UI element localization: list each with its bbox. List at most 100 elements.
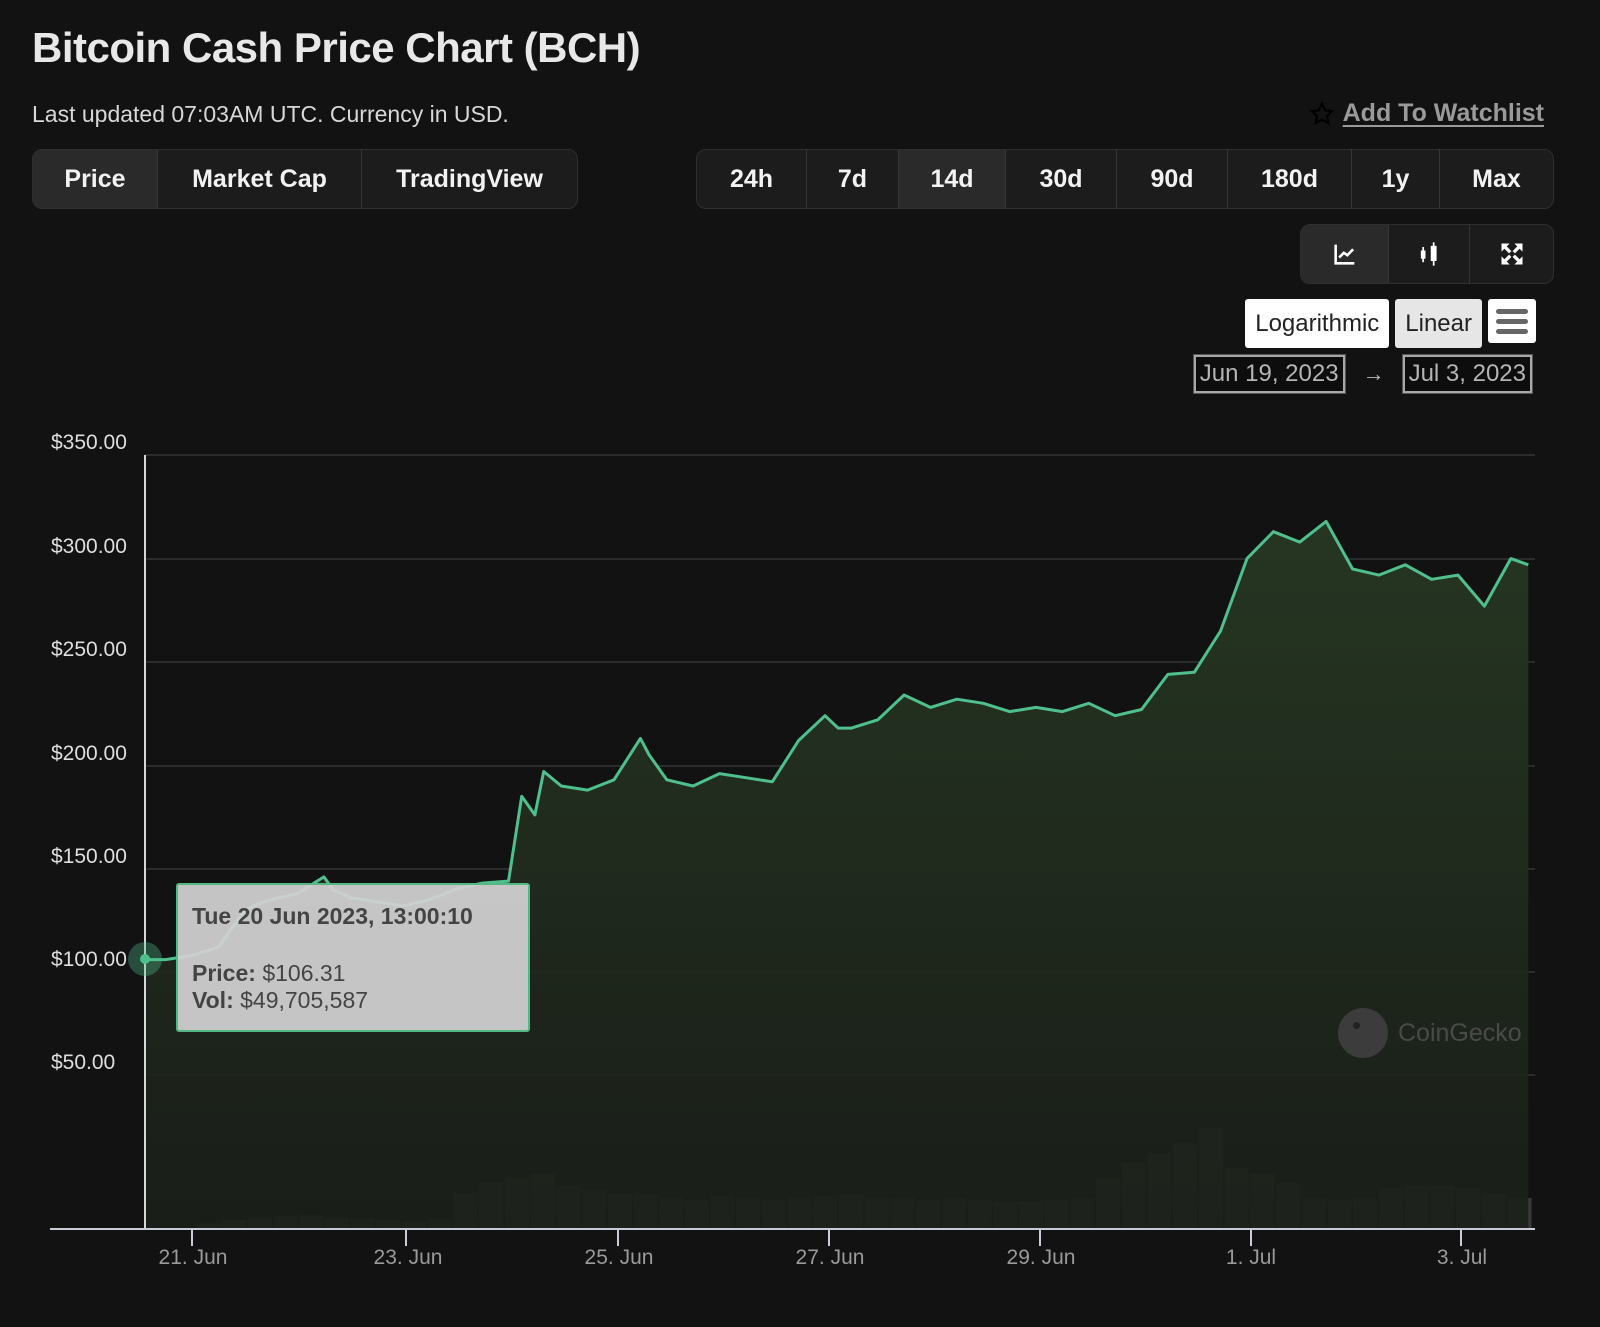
- linear-button[interactable]: Linear: [1395, 299, 1482, 348]
- volume-bar: [1455, 1188, 1481, 1228]
- tooltip-volume-row: Vol: $49,705,587: [192, 987, 514, 1014]
- hover-point: [140, 954, 150, 964]
- volume-bar: [1404, 1186, 1429, 1228]
- view-mode-buttons: [1300, 224, 1554, 284]
- y-tick-label: $100.00: [51, 948, 127, 971]
- volume-bar: [1198, 1128, 1224, 1228]
- price-area-fill: [145, 521, 1529, 1229]
- x-tick-label: 21. Jun: [158, 1246, 228, 1269]
- volume-bar: [916, 1200, 941, 1228]
- volume-bar: [427, 1219, 452, 1228]
- volume-bar: [1378, 1188, 1403, 1228]
- range-max[interactable]: Max: [1472, 164, 1521, 193]
- volume-bar: [1301, 1198, 1326, 1228]
- volume-bar: [504, 1178, 530, 1228]
- volume-bar: [890, 1198, 915, 1228]
- tab-tradingview[interactable]: TradingView: [396, 164, 543, 193]
- line-chart-button[interactable]: [1301, 225, 1389, 283]
- volume-bar: [1044, 1200, 1069, 1228]
- volume-bar: [530, 1173, 555, 1228]
- volume-bar: [556, 1186, 581, 1228]
- arrow-right-icon: →: [1362, 361, 1385, 386]
- x-tick-label: 29. Jun: [1006, 1246, 1076, 1269]
- volume-bar: [376, 1220, 401, 1228]
- tooltip-price-row: Price: $106.31: [192, 960, 514, 987]
- chart-menu-button[interactable]: [1488, 299, 1536, 343]
- volume-bar: [1507, 1198, 1532, 1228]
- time-range-tabs: 24h 7d 14d 30d 90d 180d 1y Max: [696, 149, 1554, 209]
- volume-bar: [1481, 1193, 1506, 1228]
- tooltip-datetime: Tue 20 Jun 2023, 13:00:10: [192, 903, 473, 929]
- watchlist-label: Add To Watchlist: [1342, 99, 1544, 127]
- tooltip-price-value: $106.31: [262, 960, 346, 986]
- volume-bar: [839, 1195, 864, 1228]
- hamburger-line: [1496, 318, 1528, 324]
- line-chart-icon: [1333, 244, 1354, 265]
- volume-bar: [1096, 1178, 1121, 1228]
- y-tick-label: $200.00: [51, 742, 127, 765]
- range-7d[interactable]: 7d: [807, 150, 899, 208]
- volume-bar: [1353, 1198, 1378, 1228]
- volume-bar: [607, 1193, 632, 1228]
- volume-bar: [582, 1190, 607, 1228]
- volume-bar: [273, 1216, 298, 1228]
- hover-halo: [128, 942, 162, 976]
- y-tick-label: $150.00: [51, 845, 127, 868]
- tab-price[interactable]: Price: [33, 150, 158, 208]
- volume-bar: [761, 1200, 787, 1228]
- tooltip-price-label: Price:: [192, 960, 256, 986]
- volume-bar: [350, 1219, 375, 1228]
- x-tick-label: 27. Jun: [795, 1246, 865, 1269]
- volume-bar: [1147, 1153, 1172, 1228]
- volume-bar: [453, 1193, 478, 1228]
- volume-bar: [1070, 1198, 1095, 1228]
- range-180d[interactable]: 180d: [1228, 150, 1352, 208]
- last-updated-text: Last updated 07:03AM UTC. Currency in US…: [32, 101, 509, 127]
- y-tick-label: $350.00: [51, 431, 127, 454]
- x-tick-label: 25. Jun: [584, 1246, 654, 1269]
- range-90d[interactable]: 90d: [1117, 150, 1228, 208]
- date-to-input[interactable]: Jul 3, 2023: [1401, 354, 1534, 394]
- coingecko-logo-icon: [1338, 1008, 1388, 1058]
- range-1y[interactable]: 1y: [1352, 150, 1440, 208]
- y-tick-label: $250.00: [51, 638, 127, 661]
- volume-bar: [864, 1198, 889, 1228]
- tab-market-cap[interactable]: Market Cap: [158, 150, 362, 208]
- volume-bar: [787, 1198, 812, 1228]
- volume-bar: [247, 1218, 272, 1228]
- page-title: Bitcoin Cash Price Chart (BCH): [32, 24, 641, 71]
- chart-type-tabs: Price Market Cap TradingView: [32, 149, 578, 209]
- y-tick-label: $300.00: [51, 535, 127, 558]
- tooltip-vol-value: $49,705,587: [240, 987, 369, 1013]
- volume-bar: [710, 1196, 735, 1228]
- volume-bar: [196, 1223, 221, 1228]
- volume-bars: [196, 1128, 1532, 1228]
- x-tick-label: 23. Jun: [373, 1246, 443, 1269]
- logarithmic-button[interactable]: Logarithmic: [1245, 299, 1390, 348]
- volume-bar: [1276, 1183, 1301, 1228]
- volume-bar: [1224, 1168, 1249, 1228]
- fullscreen-icon: [1501, 243, 1522, 265]
- watermark-text: CoinGecko: [1398, 1018, 1522, 1047]
- chart-tooltip: Tue 20 Jun 2023, 13:00:10 Price: $106.31…: [176, 883, 530, 1032]
- x-tick-label: 3. Jul: [1436, 1246, 1488, 1269]
- candlestick-icon: [1420, 242, 1437, 266]
- y-tick-label: $50.00: [51, 1051, 116, 1074]
- volume-bar: [402, 1221, 427, 1228]
- volume-bar: [684, 1200, 709, 1228]
- hamburger-menu-icon: [1496, 308, 1528, 314]
- range-14d[interactable]: 14d: [899, 150, 1006, 208]
- volume-bar: [1018, 1201, 1044, 1228]
- range-30d[interactable]: 30d: [1006, 150, 1117, 208]
- add-to-watchlist-link[interactable]: Add To Watchlist: [1308, 99, 1544, 128]
- coingecko-watermark: CoinGecko: [1338, 1008, 1522, 1058]
- date-from-input[interactable]: Jun 19, 2023: [1192, 354, 1346, 394]
- volume-bar: [479, 1183, 504, 1228]
- volume-bar: [813, 1196, 838, 1228]
- volume-bar: [299, 1215, 324, 1228]
- candlestick-button[interactable]: [1389, 225, 1470, 283]
- range-24h[interactable]: 24h: [697, 150, 807, 208]
- volume-bar: [633, 1195, 658, 1228]
- volume-bar: [941, 1198, 966, 1228]
- fullscreen-button[interactable]: [1470, 225, 1553, 283]
